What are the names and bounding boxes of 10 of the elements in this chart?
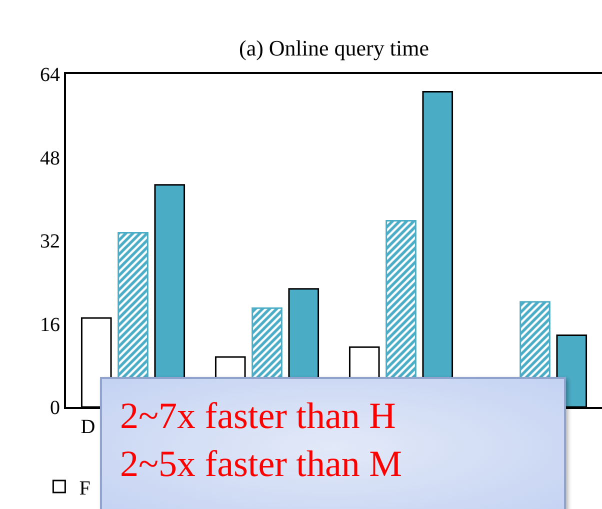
y-tick-label: 48 [40, 147, 60, 170]
y-tick-label: 32 [40, 230, 60, 252]
y-tick-label: 0 [50, 397, 60, 419]
y-tick-label: 64 [40, 64, 60, 86]
legend-label: F [79, 477, 90, 500]
y-tick-label: 16 [40, 314, 60, 336]
chart-title: (a) Online query time [239, 36, 429, 61]
annotation: 2~7x faster than H [119, 395, 397, 439]
x-tick-label: D [80, 416, 96, 438]
callout-box: 2~7x faster than H 2~5x faster than M [100, 377, 566, 509]
